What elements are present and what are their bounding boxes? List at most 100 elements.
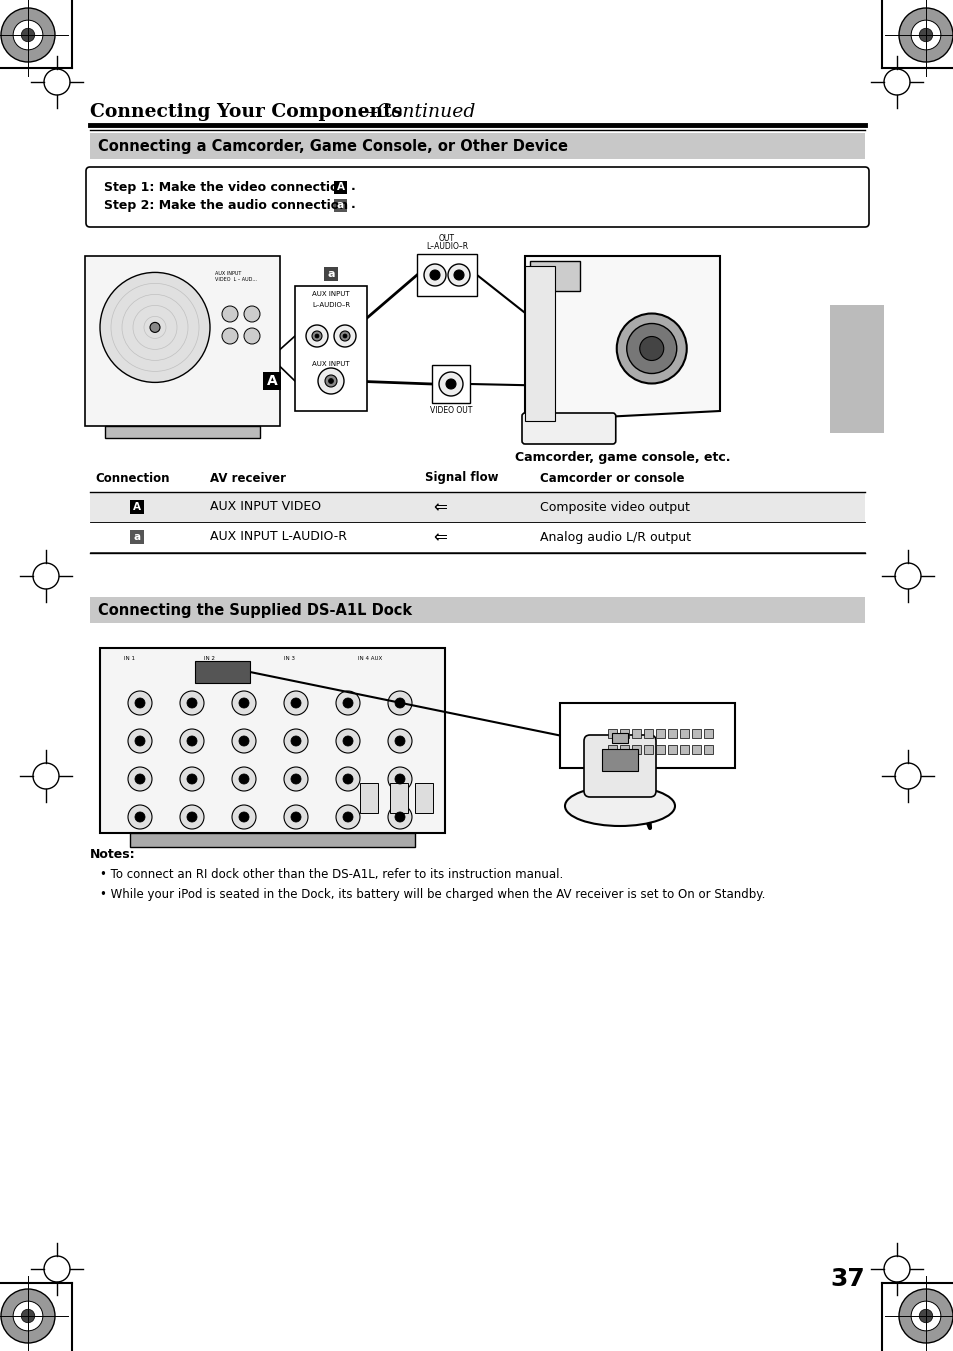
Circle shape xyxy=(1,1289,55,1343)
Bar xyxy=(85,255,280,426)
Bar xyxy=(691,730,700,738)
Circle shape xyxy=(222,328,237,345)
Text: A: A xyxy=(132,503,141,512)
Text: Camcorder or console: Camcorder or console xyxy=(539,471,684,485)
Text: (for DS-A1L): (for DS-A1L) xyxy=(567,724,618,734)
Bar xyxy=(656,730,664,738)
Text: VIDEO OUT: VIDEO OUT xyxy=(430,407,472,415)
Text: AUX INPUT L-AUDIO-R: AUX INPUT L-AUDIO-R xyxy=(210,531,347,543)
Ellipse shape xyxy=(564,786,675,825)
Text: IN 1: IN 1 xyxy=(125,657,135,661)
Circle shape xyxy=(312,331,322,340)
Bar xyxy=(263,372,281,390)
Bar xyxy=(90,492,864,521)
Text: Step 2: Make the audio connection: Step 2: Make the audio connection xyxy=(104,199,348,212)
Circle shape xyxy=(284,730,308,753)
Circle shape xyxy=(343,812,353,821)
FancyBboxPatch shape xyxy=(583,735,656,797)
Circle shape xyxy=(335,767,359,790)
Bar xyxy=(416,254,476,296)
Text: a: a xyxy=(327,269,335,280)
Text: a: a xyxy=(133,532,140,542)
Text: L–AUDIO–R: L–AUDIO–R xyxy=(425,242,468,251)
Circle shape xyxy=(343,334,347,338)
Text: AUX INPUT
VIDEO  L – AUD...: AUX INPUT VIDEO L – AUD... xyxy=(214,272,256,282)
Circle shape xyxy=(232,730,255,753)
Polygon shape xyxy=(524,255,720,422)
Bar xyxy=(390,784,408,813)
Bar xyxy=(194,661,250,684)
Text: Analog audio L/R output: Analog audio L/R output xyxy=(539,531,690,543)
Text: 37: 37 xyxy=(829,1267,864,1292)
Circle shape xyxy=(100,273,210,382)
Circle shape xyxy=(284,690,308,715)
Text: A: A xyxy=(266,374,277,388)
Text: Camcorder, game console, etc.: Camcorder, game console, etc. xyxy=(515,451,729,463)
Circle shape xyxy=(343,736,353,746)
Text: (for DS-A1L): (for DS-A1L) xyxy=(207,677,236,681)
Circle shape xyxy=(284,767,308,790)
Text: Signal flow: Signal flow xyxy=(424,471,498,485)
Bar xyxy=(130,834,415,847)
Circle shape xyxy=(395,774,405,784)
Bar xyxy=(667,730,677,738)
Circle shape xyxy=(187,698,196,708)
Bar xyxy=(530,261,579,290)
Bar xyxy=(607,730,617,738)
Text: AUX INPUT: AUX INPUT xyxy=(312,361,350,367)
Text: Notes:: Notes: xyxy=(90,848,135,861)
Text: Connecting a Camcorder, Game Console, or Other Device: Connecting a Camcorder, Game Console, or… xyxy=(98,139,567,154)
Circle shape xyxy=(395,736,405,746)
Bar xyxy=(559,703,734,767)
Bar xyxy=(829,305,883,434)
Bar xyxy=(691,744,700,754)
Bar xyxy=(415,784,433,813)
Circle shape xyxy=(335,805,359,830)
Circle shape xyxy=(448,263,470,286)
Bar xyxy=(324,267,337,281)
Bar xyxy=(679,744,688,754)
Circle shape xyxy=(128,730,152,753)
Bar xyxy=(294,286,367,411)
Circle shape xyxy=(1,8,55,62)
Text: .: . xyxy=(351,181,355,193)
Circle shape xyxy=(13,1301,43,1331)
FancyBboxPatch shape xyxy=(521,413,615,444)
Circle shape xyxy=(180,730,204,753)
Bar xyxy=(130,530,144,544)
Bar xyxy=(619,744,628,754)
Text: .: . xyxy=(351,199,355,212)
Text: AUX INPUT VIDEO: AUX INPUT VIDEO xyxy=(210,500,321,513)
Circle shape xyxy=(334,326,355,347)
Circle shape xyxy=(284,805,308,830)
Circle shape xyxy=(21,28,34,42)
Text: IN 4 AUX: IN 4 AUX xyxy=(357,657,382,661)
Circle shape xyxy=(244,305,260,322)
Circle shape xyxy=(187,736,196,746)
Bar xyxy=(656,744,664,754)
Circle shape xyxy=(325,376,336,386)
Bar xyxy=(432,365,470,403)
Bar xyxy=(643,730,652,738)
Circle shape xyxy=(388,805,412,830)
Text: Connecting the Supplied DS-A1L Dock: Connecting the Supplied DS-A1L Dock xyxy=(98,603,412,617)
Circle shape xyxy=(128,690,152,715)
Circle shape xyxy=(135,774,145,784)
Bar xyxy=(667,744,677,754)
Circle shape xyxy=(423,263,446,286)
Circle shape xyxy=(21,1309,34,1323)
Circle shape xyxy=(626,323,676,373)
Circle shape xyxy=(317,367,344,394)
Circle shape xyxy=(910,20,940,50)
Bar xyxy=(631,744,640,754)
Circle shape xyxy=(180,690,204,715)
FancyBboxPatch shape xyxy=(86,168,868,227)
Circle shape xyxy=(339,331,350,340)
Circle shape xyxy=(244,328,260,345)
Circle shape xyxy=(239,698,249,708)
Bar xyxy=(643,744,652,754)
Circle shape xyxy=(187,774,196,784)
Bar xyxy=(601,748,638,771)
Circle shape xyxy=(222,305,237,322)
Circle shape xyxy=(232,805,255,830)
